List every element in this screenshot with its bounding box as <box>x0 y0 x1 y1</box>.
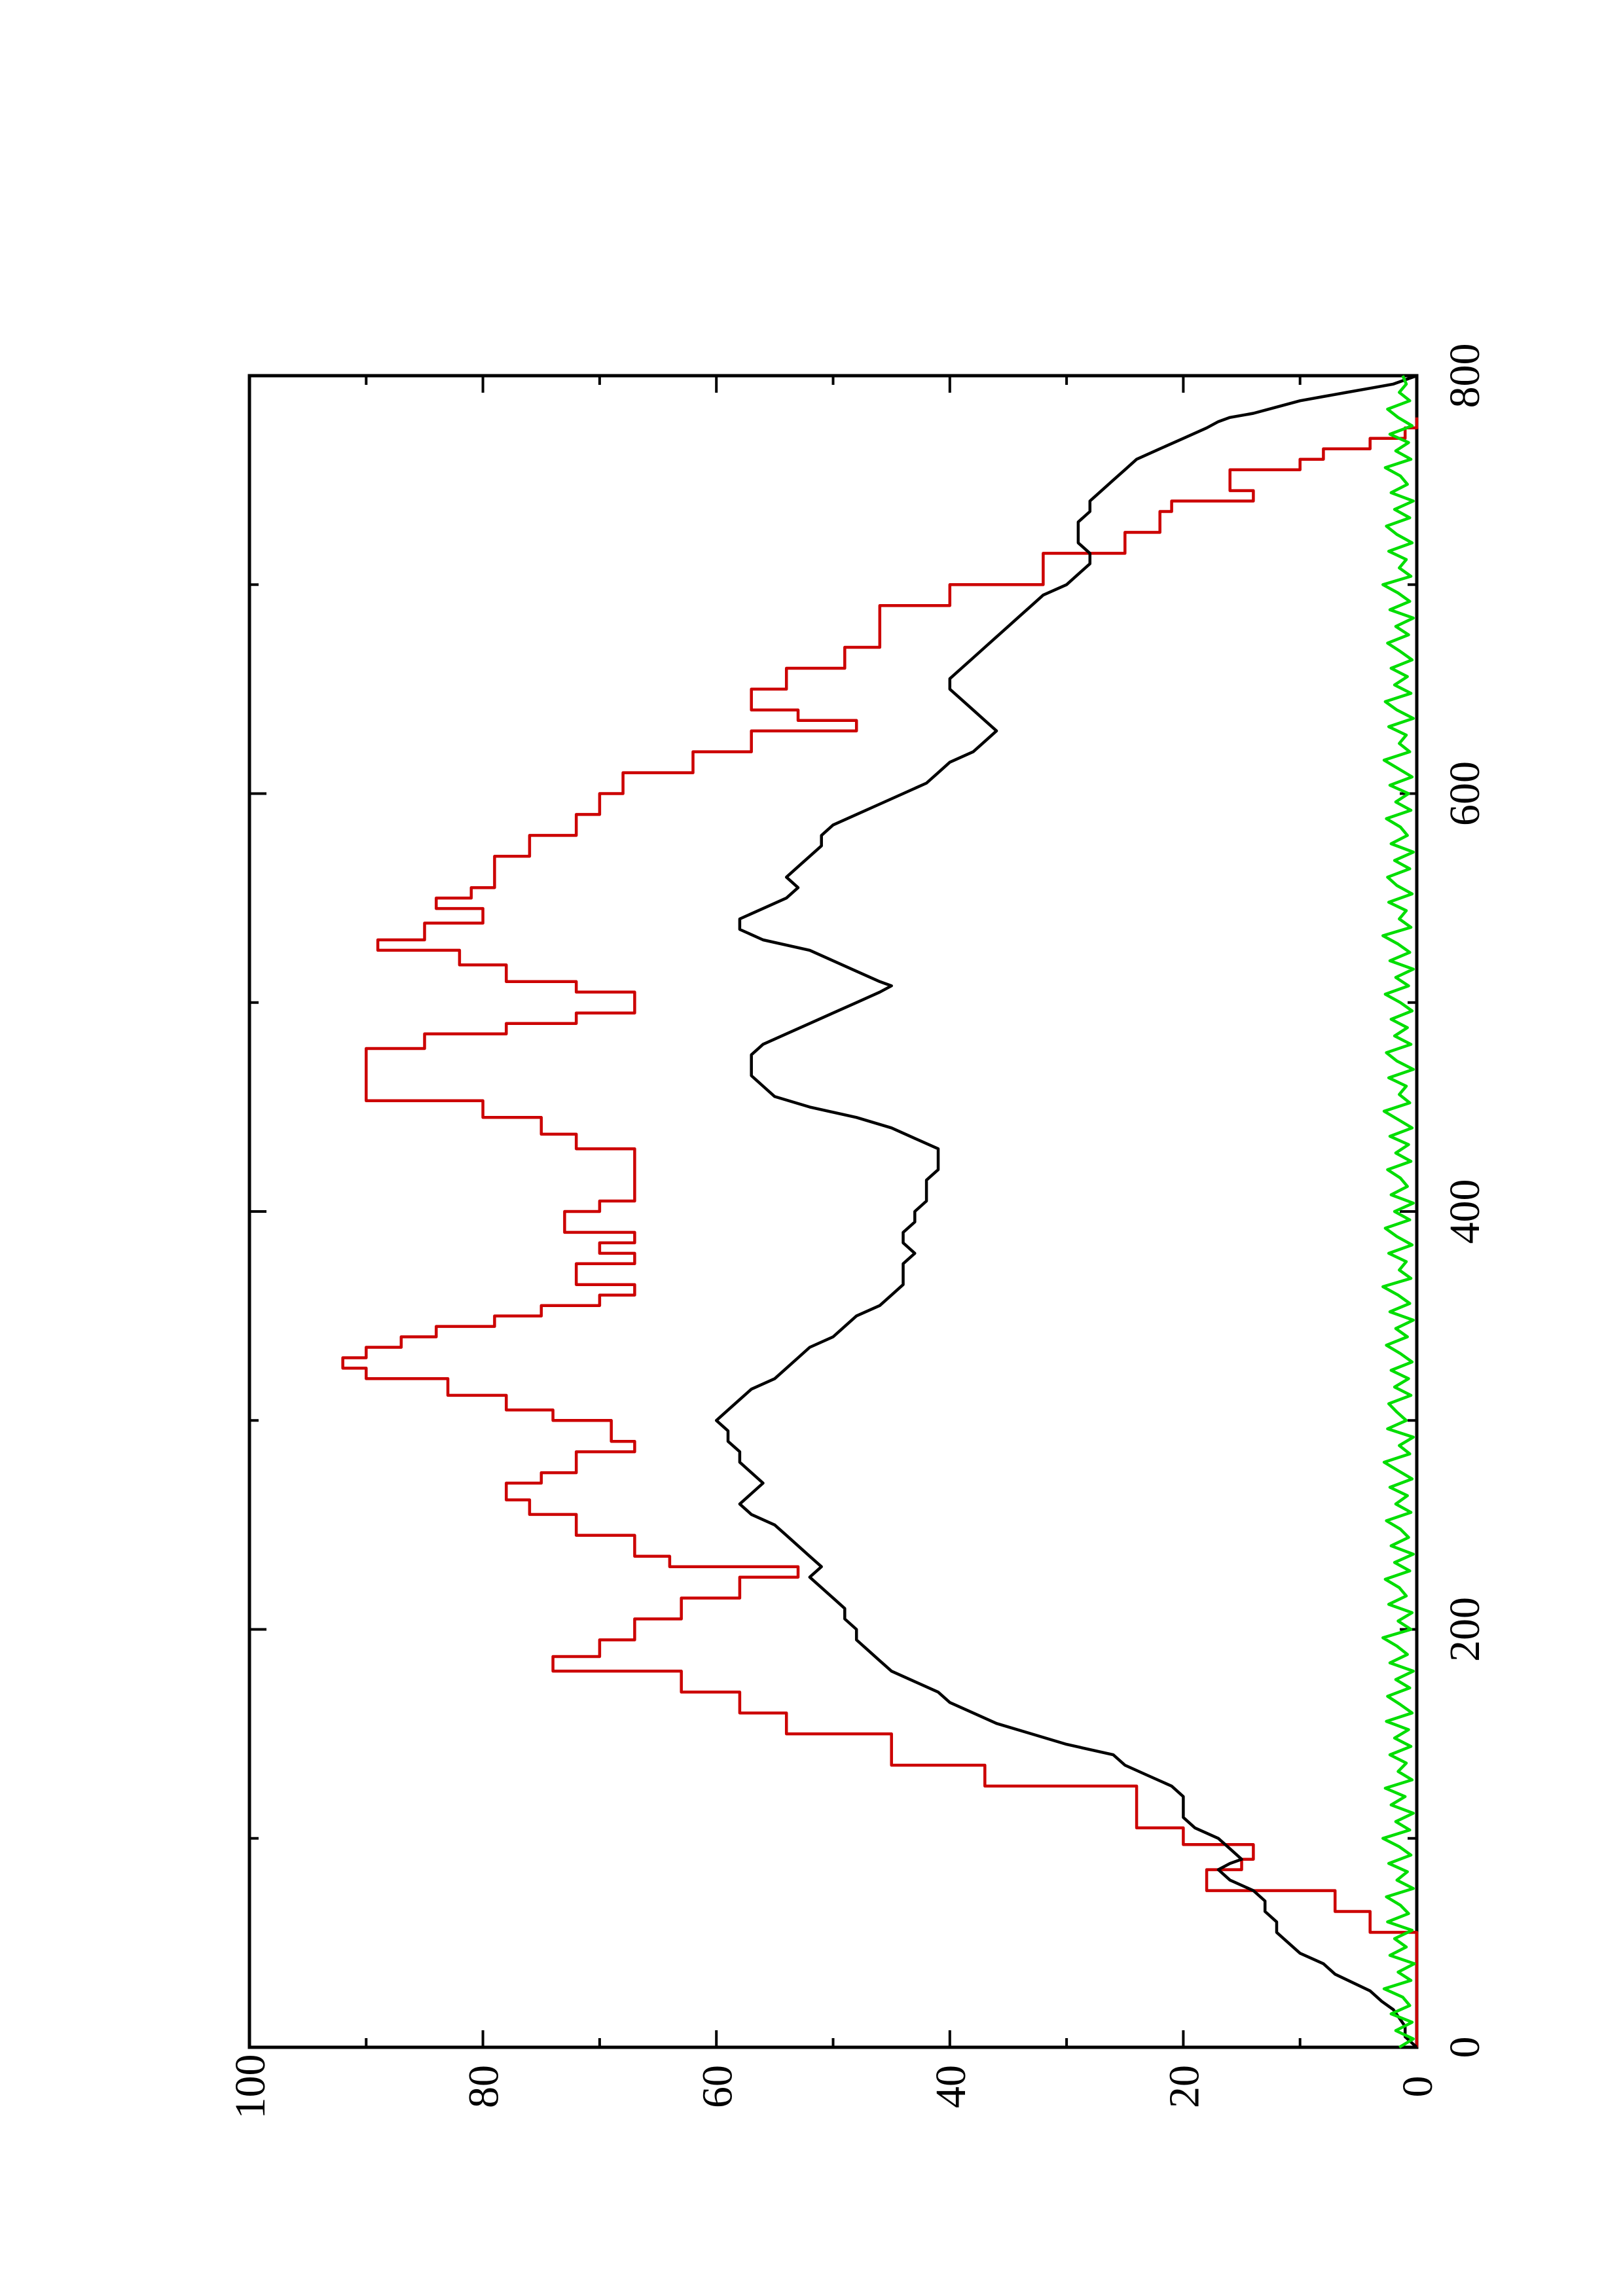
series-lines <box>341 374 1419 2049</box>
black-series <box>714 374 1418 2049</box>
x-tick-label-0: 0 <box>1441 2037 1489 2058</box>
tick-marks <box>248 374 1418 2049</box>
x-tick-label-600: 600 <box>1441 761 1489 826</box>
chart-frame <box>247 374 1419 2049</box>
x-tick-label-200: 200 <box>1441 1597 1489 1662</box>
y-tick-label-20: 20 <box>1161 2065 1209 2108</box>
y-tick-label-60: 60 <box>693 2065 741 2108</box>
red-step-series <box>341 417 1419 2047</box>
y-tick-label-100: 100 <box>227 2054 274 2119</box>
green-noise-series <box>1381 375 1416 2049</box>
y-tick-label-0: 0 <box>1394 2076 1442 2098</box>
y-tick-label-40: 40 <box>927 2065 975 2108</box>
x-tick-label-800: 800 <box>1441 344 1489 408</box>
x-tick-label-400: 400 <box>1441 1179 1489 1244</box>
tick-labels: 0 200 400 600 800 0 20 40 60 80 100 <box>227 344 1489 2119</box>
y-tick-label-80: 80 <box>460 2065 508 2108</box>
